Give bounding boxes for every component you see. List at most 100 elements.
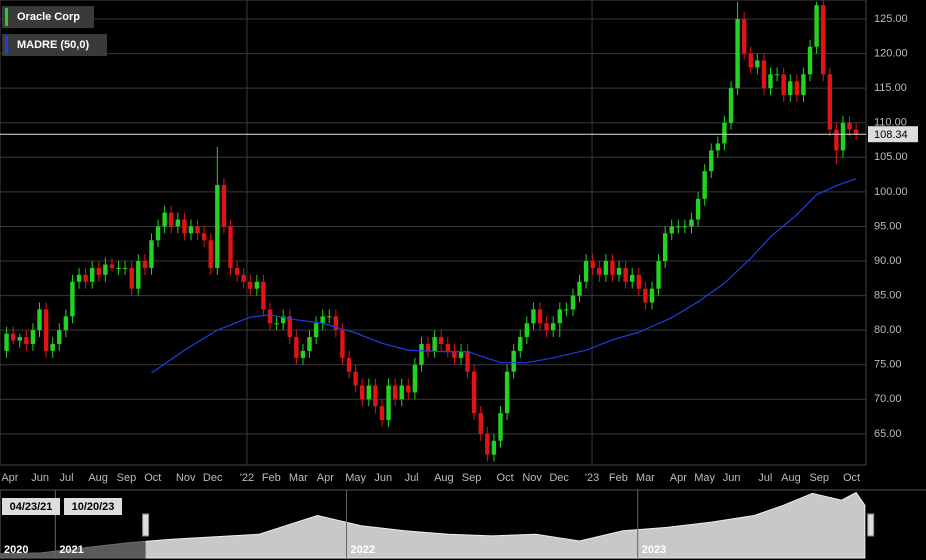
navigator-year-label: 2020 (4, 544, 28, 556)
x-tick-label: Sep (809, 472, 829, 484)
navigator: 2020 2021 2022 2023 04/23/21 10/20/23 (0, 490, 926, 560)
candle-body (89, 267, 95, 282)
candle-body (228, 226, 233, 268)
candle-body (695, 198, 701, 220)
candle-body (419, 343, 424, 365)
candle-body (577, 281, 582, 296)
navigator-year-label: 2023 (642, 544, 666, 556)
candle-body (10, 333, 16, 341)
y-tick-label: 105.00 (874, 151, 908, 163)
candle-body (392, 385, 398, 400)
candle-body (616, 267, 622, 275)
x-tick-label: Oct (843, 472, 860, 484)
legend-label: Oracle Corp (17, 11, 80, 23)
candle-body (590, 261, 595, 268)
last-price-label: 108.34 (874, 129, 908, 141)
candle-body (261, 281, 266, 310)
candle-body (709, 150, 714, 172)
candle-body (735, 19, 740, 89)
candle-body (610, 261, 615, 275)
x-tick-label: May (694, 472, 715, 484)
candle-body (452, 350, 457, 358)
candle-body (603, 261, 609, 275)
x-tick-label: Nov (176, 472, 196, 484)
candle-body (76, 274, 82, 282)
y-tick-label: 115.00 (874, 82, 907, 94)
candle-body (715, 143, 721, 151)
candle-body (195, 226, 200, 234)
candle-body (346, 357, 352, 372)
candle-body (511, 350, 516, 372)
candle-body (722, 122, 727, 144)
candle-body (169, 212, 174, 227)
y-tick-label: 95.00 (874, 220, 902, 232)
candle-body (129, 267, 134, 289)
candle-body (669, 226, 674, 234)
x-tick-label: Apr (1, 472, 18, 484)
candle-body (524, 323, 530, 338)
x-tick-label: Nov (522, 472, 542, 484)
candle-body (136, 261, 141, 289)
x-tick-label: Jul (758, 472, 772, 484)
candle-body (649, 288, 655, 303)
candle-body (30, 330, 36, 344)
candle-body (188, 226, 194, 234)
candle-body (840, 122, 846, 151)
x-tick-label: '22 (240, 472, 254, 484)
candle-body (379, 406, 385, 421)
candle-body (755, 60, 760, 68)
candle-body (241, 274, 246, 282)
candle-body (333, 316, 339, 331)
candle-body (300, 350, 306, 358)
navigator-shade (870, 491, 926, 560)
candle-body (201, 233, 207, 241)
candle-body (458, 350, 464, 358)
candle-body (662, 233, 668, 262)
candle-body (366, 385, 371, 400)
y-tick-label: 90.00 (874, 255, 902, 267)
candle-body (4, 333, 9, 351)
x-tick-label: Jun (723, 472, 741, 484)
candle-body (162, 212, 167, 227)
candle-body (294, 337, 299, 358)
candle-body (682, 226, 688, 228)
candle-body (175, 219, 181, 227)
candle-body (432, 337, 437, 351)
candle-body (820, 5, 826, 75)
candle-body (623, 267, 628, 282)
candle-body (801, 74, 806, 96)
candle-body (471, 371, 477, 414)
y-tick-label: 70.00 (874, 393, 902, 405)
x-tick-label: Sep (462, 472, 482, 484)
legend-swatch (5, 36, 8, 54)
candle-body (498, 413, 503, 441)
candle-body (491, 440, 497, 455)
candle-body (504, 371, 510, 414)
candle-body (636, 274, 641, 289)
y-tick-label: 80.00 (874, 324, 902, 336)
range-label: 04/23/21 (10, 501, 53, 513)
y-tick-label: 100.00 (874, 186, 908, 198)
range-label-box (64, 498, 122, 515)
last-price-box (868, 126, 918, 143)
x-tick-label: Feb (262, 472, 281, 484)
candle-body (142, 261, 148, 268)
candle-body (320, 316, 325, 324)
x-tick-label: Aug (781, 472, 801, 484)
navigator-handle (142, 513, 150, 537)
candle-body (853, 129, 859, 135)
candle-body (307, 337, 312, 351)
candle-body (741, 19, 747, 54)
candle-body (827, 74, 832, 130)
x-tick-label: Dec (549, 472, 569, 484)
candle-body (155, 226, 161, 241)
candle-body (37, 309, 42, 331)
candle-body (557, 309, 562, 324)
candle-body (399, 385, 404, 400)
candle-body (83, 274, 88, 282)
candle-body (570, 295, 576, 310)
candle-body (96, 267, 101, 275)
candle-body (478, 413, 483, 434)
candle-body (465, 350, 470, 372)
